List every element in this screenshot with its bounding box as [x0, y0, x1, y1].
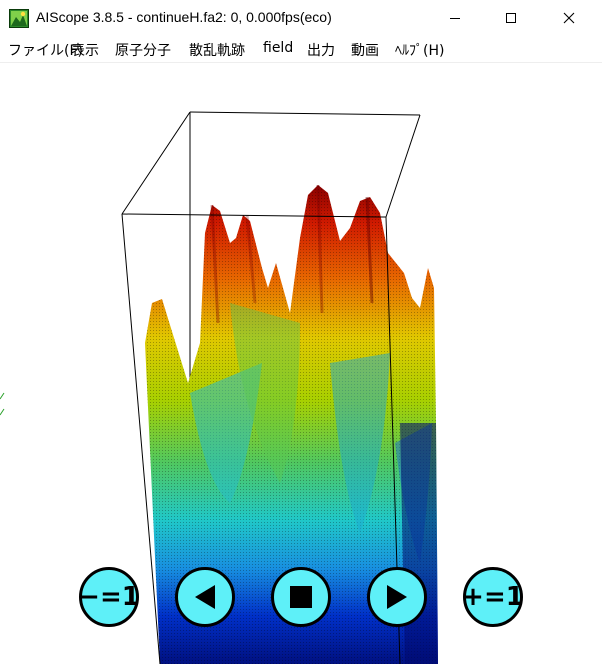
title-bar[interactable]: AIScope 3.8.5 - continueH.fa2: 0, 0.000f… [0, 0, 602, 36]
increment-frame-button[interactable]: +=1 [462, 567, 524, 627]
menu-bar: ファイル(F) 表示 原子分子 散乱軌跡 field 出力 動画 ﾍﾙﾌﾟ(H) [0, 38, 602, 63]
menu-file[interactable]: ファイル(F) [8, 43, 83, 59]
close-button[interactable] [546, 0, 592, 36]
close-icon [563, 12, 575, 24]
maximize-icon [506, 13, 516, 23]
menu-scatter[interactable]: 散乱軌跡 [189, 43, 245, 59]
menu-view[interactable]: 表示 [71, 43, 99, 59]
stop-button[interactable] [271, 567, 331, 627]
play-icon [387, 585, 407, 609]
step-back-button[interactable] [175, 567, 235, 627]
app-icon [9, 9, 29, 28]
bounding-box-back [121, 111, 421, 463]
menu-video[interactable]: 動画 [351, 43, 379, 59]
window-title: AIScope 3.8.5 - continueH.fa2: 0, 0.000f… [36, 9, 332, 25]
menu-field[interactable]: field [263, 40, 294, 56]
surface-plot [0, 111, 438, 664]
minimize-icon [450, 18, 460, 19]
menu-atom[interactable]: 原子分子 [115, 43, 171, 59]
play-button[interactable] [367, 567, 427, 627]
3d-viewport[interactable] [0, 63, 602, 664]
minimize-button[interactable] [432, 0, 478, 36]
decrement-label: −=1 [78, 582, 140, 612]
increment-label: +=1 [462, 582, 524, 612]
stop-icon [290, 586, 312, 608]
menu-output[interactable]: 出力 [307, 43, 335, 59]
maximize-button[interactable] [488, 0, 534, 36]
menu-help[interactable]: ﾍﾙﾌﾟ(H) [395, 43, 445, 59]
decrement-frame-button[interactable]: −=1 [78, 567, 140, 627]
step-back-icon [195, 585, 215, 609]
surface-body [145, 184, 438, 664]
